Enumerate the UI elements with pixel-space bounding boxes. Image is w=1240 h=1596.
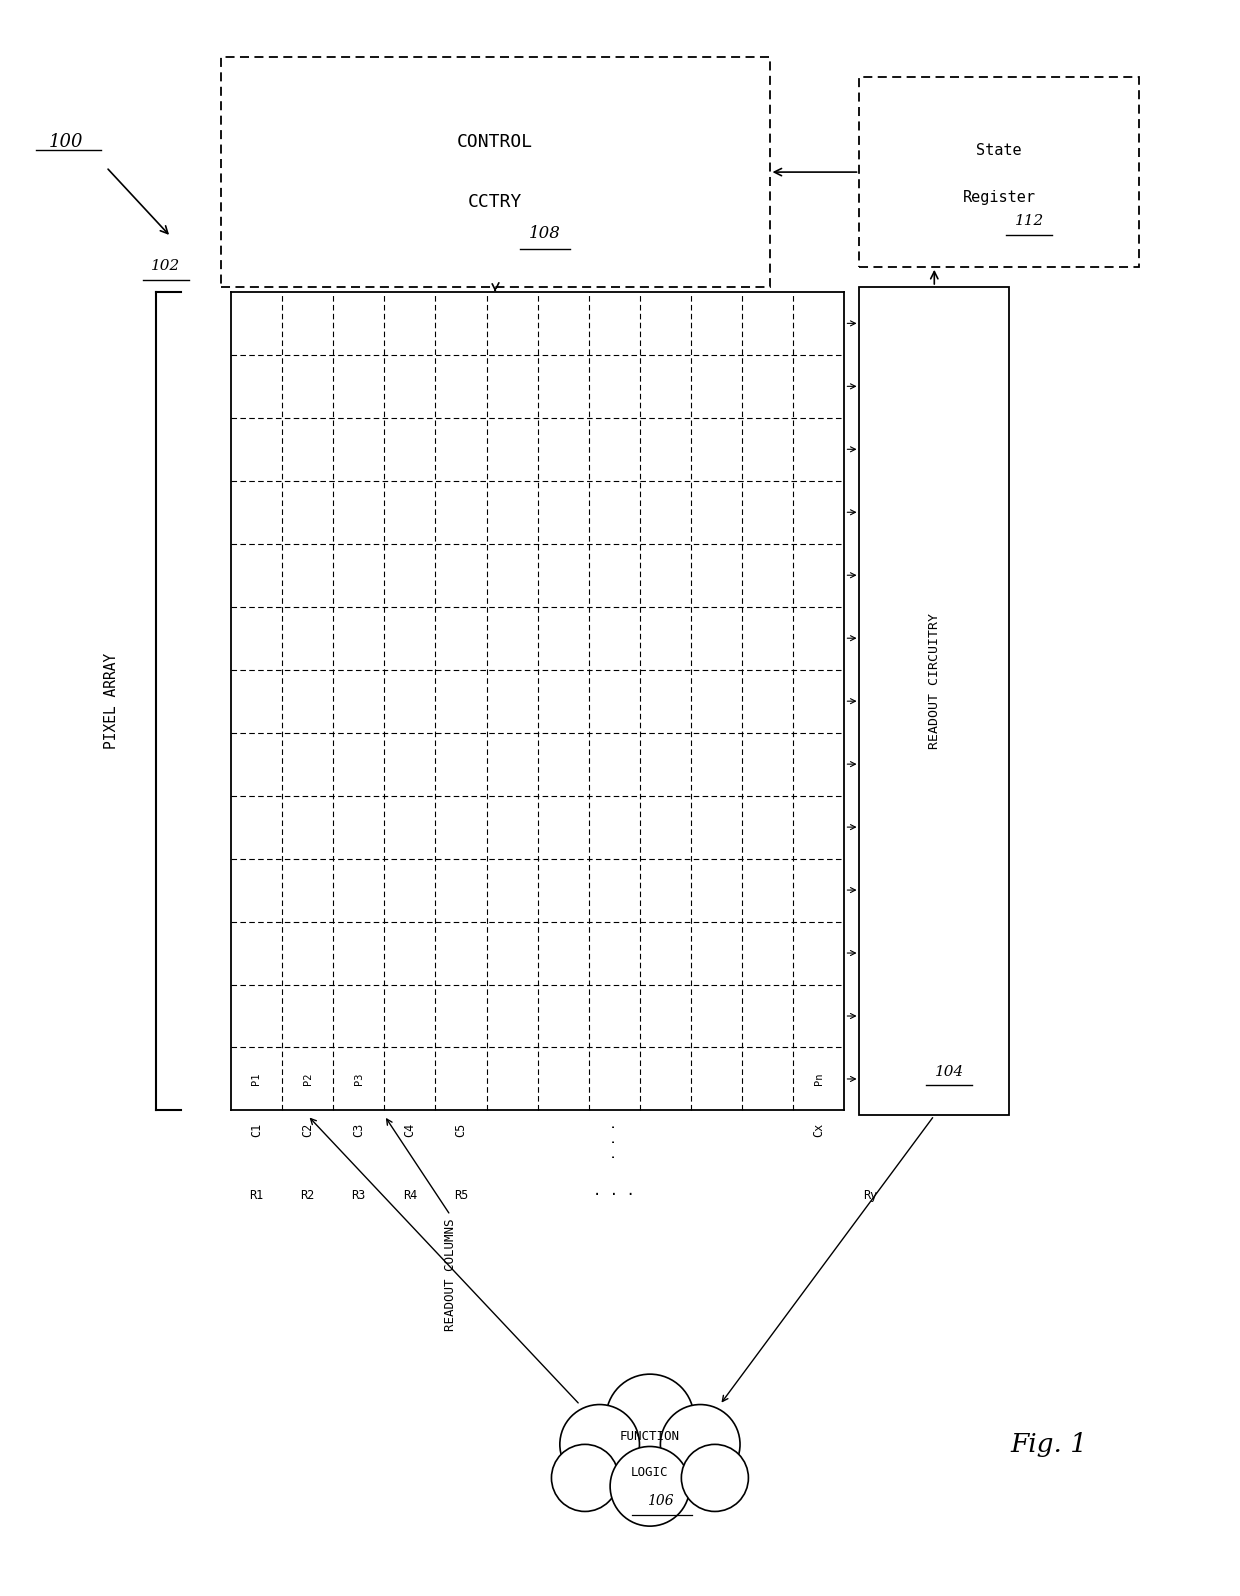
Text: P1: P1 [252,1073,262,1085]
Text: 112: 112 [1014,214,1044,228]
Text: CONTROL: CONTROL [458,132,533,152]
Text: C2: C2 [301,1122,314,1136]
Text: C3: C3 [352,1122,366,1136]
Text: C4: C4 [403,1122,417,1136]
Text: State: State [976,142,1022,158]
Circle shape [681,1444,749,1511]
Text: READOUT COLUMNS: READOUT COLUMNS [444,1219,456,1331]
Bar [859,77,1138,267]
Text: Fig. 1: Fig. 1 [1011,1432,1087,1457]
Text: C1: C1 [250,1122,263,1136]
Text: 104: 104 [935,1065,963,1079]
Text: LOGIC: LOGIC [631,1467,668,1479]
Text: R3: R3 [352,1189,366,1202]
Text: R2: R2 [300,1189,315,1202]
Text: C5: C5 [455,1122,467,1136]
Circle shape [559,1404,640,1484]
Text: PIXEL ARRAY: PIXEL ARRAY [104,653,119,749]
Text: READOUT CIRCUITRY: READOUT CIRCUITRY [928,613,941,749]
Text: R1: R1 [249,1189,264,1202]
Circle shape [606,1374,694,1462]
Text: · · ·: · · · [608,1122,621,1160]
Text: Pn: Pn [813,1073,823,1085]
Text: 100: 100 [50,132,83,152]
Circle shape [552,1444,619,1511]
Text: P3: P3 [353,1073,363,1085]
Bar [221,57,770,287]
Text: CCTRY: CCTRY [467,193,522,211]
Text: P2: P2 [303,1073,312,1085]
Text: 106: 106 [646,1494,673,1508]
Text: Ry: Ry [863,1189,877,1202]
Text: 102: 102 [151,259,181,273]
Text: Cx: Cx [812,1122,826,1136]
Text: R5: R5 [454,1189,469,1202]
Text: · · ·: · · · [594,1189,635,1202]
Bar [859,287,1009,1116]
Text: Register: Register [962,190,1035,204]
Circle shape [610,1446,689,1526]
Text: 108: 108 [529,225,562,243]
Text: FUNCTION: FUNCTION [620,1430,680,1443]
Circle shape [661,1404,740,1484]
Text: R4: R4 [403,1189,417,1202]
